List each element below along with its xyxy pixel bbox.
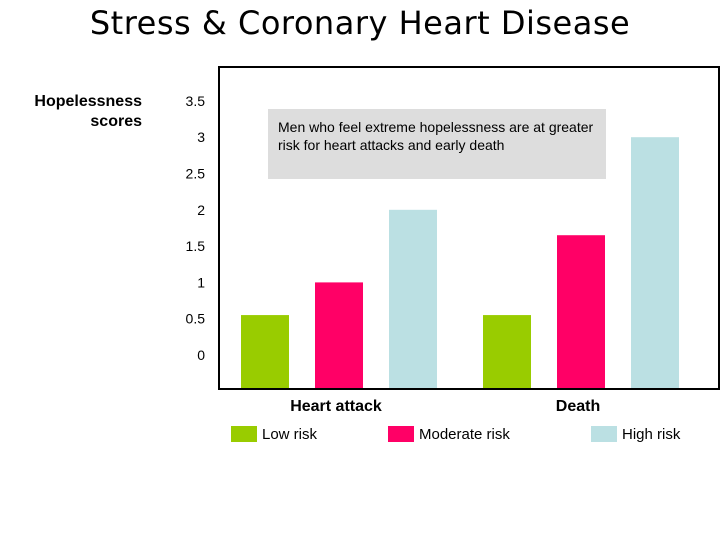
bar-low-risk-death <box>483 315 531 389</box>
y-axis-label: Hopelessness scores <box>34 93 142 130</box>
legend-label: Low risk <box>262 425 318 443</box>
category-label: Death <box>556 398 600 415</box>
y-tick-label: 3.5 <box>186 93 206 109</box>
y-tick-label: 0.5 <box>186 311 206 327</box>
annotation-box: Men who feel extreme hopelessness are at… <box>268 109 606 179</box>
legend-swatch <box>591 426 617 442</box>
plot-frame <box>218 66 720 390</box>
bar-moderate-risk-heart-attack <box>315 282 363 389</box>
y-tick-label: 1 <box>197 274 205 290</box>
legend-item: Moderate risk <box>388 424 510 444</box>
legend-label: Moderate risk <box>419 425 510 443</box>
y-tick-label: 3 <box>197 129 205 145</box>
bar-low-risk-heart-attack <box>241 315 289 389</box>
y-tick-labels: 3.5 3 2.5 2 1.5 1 0.5 0 <box>186 93 206 363</box>
bar-high-risk-heart-attack <box>389 209 437 389</box>
y-tick-label: 2.5 <box>186 166 206 182</box>
y-tick-label: 2 <box>197 202 205 218</box>
category-labels: Heart attack Death <box>290 398 600 415</box>
legend-swatch <box>388 426 414 442</box>
legend-item: High risk <box>591 424 680 444</box>
slide-title: Stress & Coronary Heart Disease <box>89 4 631 42</box>
y-tick-label: 1.5 <box>186 238 206 254</box>
category-label: Heart attack <box>290 398 382 415</box>
y-tick-label: 0 <box>197 347 205 363</box>
bar-high-risk-death <box>631 137 679 389</box>
legend-swatch <box>231 426 257 442</box>
bar-moderate-risk-death <box>557 235 605 389</box>
legend-label: High risk <box>622 425 681 443</box>
legend-item: Low risk <box>231 424 317 444</box>
bars <box>241 137 679 389</box>
